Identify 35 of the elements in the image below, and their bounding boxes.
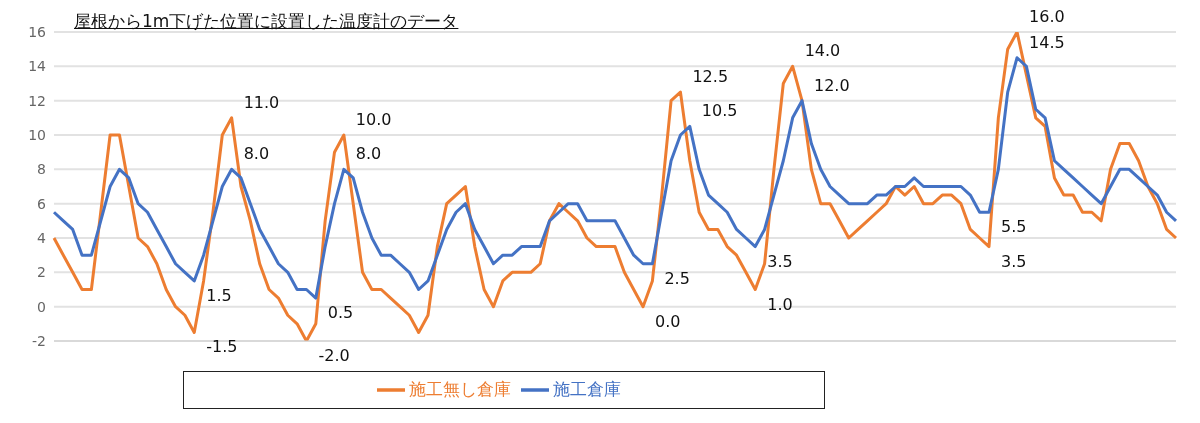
data-label: 2.5 (664, 268, 690, 288)
y-tick-label: 12 (28, 92, 46, 109)
y-tick-label: 6 (37, 195, 47, 212)
line-series (52, 56, 1178, 300)
y-tick-label: 16 (28, 23, 47, 40)
legend-label: 施工無し倉庫 (409, 379, 511, 399)
data-label: 0.5 (327, 303, 354, 323)
data-label: 8.0 (243, 144, 270, 164)
data-label: 1.5 (206, 285, 232, 305)
data-label: 8.0 (355, 144, 382, 164)
y-tick-label: 2 (37, 264, 46, 281)
y-tick-label: 14 (28, 58, 47, 75)
data-label: 12.5 (692, 67, 729, 87)
data-label: 3.5 (767, 251, 793, 271)
y-tick-label: 10 (28, 126, 46, 143)
data-label: 16.0 (1029, 7, 1065, 26)
data-label: 14.5 (1029, 32, 1065, 52)
legend-label: 施工倉庫 (553, 379, 621, 399)
y-tick-label: 0 (37, 298, 46, 315)
line-series (52, 32, 1178, 341)
data-label: 10.0 (355, 110, 392, 129)
data-label: 10.5 (701, 101, 738, 121)
data-label: 1.0 (767, 294, 793, 314)
data-label: 11.0 (243, 92, 280, 112)
y-tick-label: -2 (32, 332, 46, 349)
data-label: 14.0 (804, 41, 841, 61)
data-label: 12.0 (814, 75, 850, 95)
chart-title: 屋根から1m下げた位置に設置した温度計のデータ (74, 10, 459, 33)
data-label: -2.0 (318, 346, 350, 365)
data-label: 0.0 (655, 311, 681, 331)
data-label: 3.5 (1001, 251, 1027, 271)
data-label: 5.5 (1001, 217, 1027, 237)
y-tick-label: 4 (37, 229, 47, 246)
data-label: -1.5 (206, 337, 238, 357)
y-tick-label: 8 (37, 161, 46, 178)
